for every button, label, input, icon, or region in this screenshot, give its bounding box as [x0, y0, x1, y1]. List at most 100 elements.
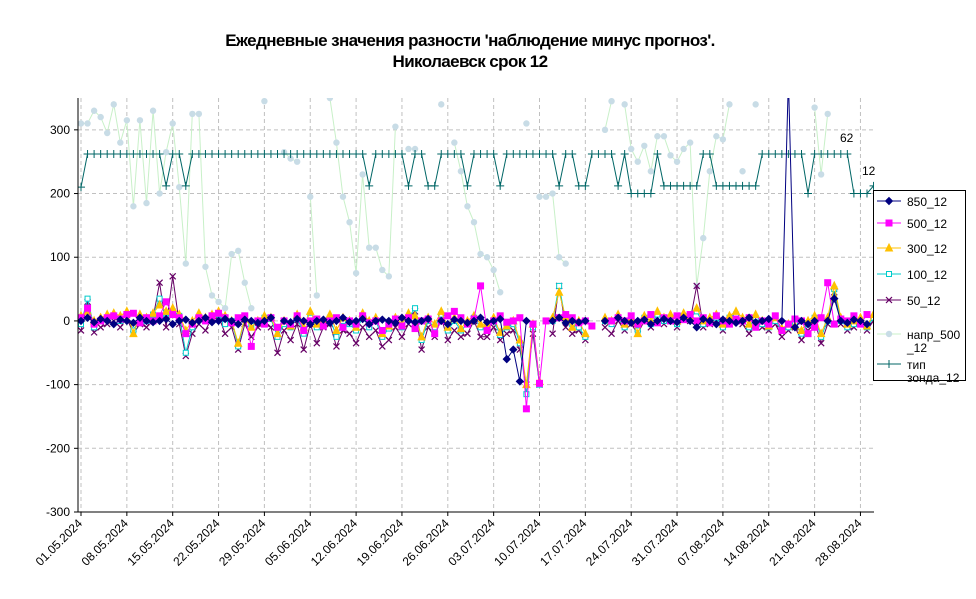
data-point	[84, 295, 91, 302]
data-point	[352, 269, 360, 277]
data-point	[529, 320, 537, 328]
data-point	[633, 316, 642, 326]
legend-symbol	[877, 296, 901, 304]
data-point	[194, 316, 204, 326]
legend-symbol	[877, 196, 901, 206]
x-tick-label: 28.08.2024	[812, 516, 865, 569]
data-point	[364, 319, 374, 329]
data-point	[247, 316, 256, 326]
data-point	[456, 150, 465, 159]
data-point	[116, 323, 124, 331]
data-point	[391, 318, 400, 328]
data-point	[155, 150, 164, 159]
data-point	[633, 328, 643, 338]
data-point	[862, 319, 872, 329]
x-tick-label: 31.07.2024	[629, 516, 682, 569]
data-point	[260, 316, 269, 326]
data-point	[798, 336, 805, 344]
data-point	[646, 189, 655, 198]
data-point	[502, 354, 511, 364]
legend-label: напр_500 _12	[907, 328, 961, 355]
data-point	[608, 330, 615, 338]
data-point	[705, 150, 714, 159]
chart-title-line2: Николаевск срок 12	[392, 52, 549, 71]
x-tick-label: 05.06.2024	[262, 516, 315, 569]
data-point	[477, 282, 485, 290]
data-point	[214, 316, 223, 326]
data-point	[588, 322, 596, 330]
data-point	[161, 314, 171, 324]
y-tick-label: -100	[46, 378, 70, 392]
data-point	[450, 327, 458, 334]
data-point	[339, 323, 347, 331]
series-layer	[78, 98, 874, 413]
data-point	[679, 313, 688, 322]
data-point	[777, 316, 787, 326]
data-point	[548, 316, 557, 326]
data-point	[418, 346, 426, 354]
data-point	[608, 98, 615, 105]
data-point	[712, 319, 721, 329]
legend-marker	[885, 330, 893, 338]
data-point	[601, 323, 609, 331]
data-point	[97, 113, 104, 121]
data-point	[476, 318, 485, 328]
data-point	[110, 101, 117, 108]
data-point	[89, 317, 99, 327]
data-point	[463, 181, 472, 190]
legend-marker	[884, 196, 894, 206]
data-point	[97, 323, 105, 331]
data-point	[628, 145, 635, 153]
data-point	[122, 316, 132, 326]
x-tick-label: 21.08.2024	[766, 516, 819, 569]
data-point	[202, 263, 209, 270]
data-point	[817, 314, 825, 322]
data-point	[136, 117, 144, 124]
x-axis-ticks: 01.05.202408.05.202415.05.202422.05.2024…	[33, 512, 865, 569]
data-point	[647, 311, 655, 319]
y-tick-label: -200	[46, 441, 70, 455]
data-point	[156, 190, 163, 197]
data-point	[404, 181, 413, 190]
data-point	[666, 316, 675, 326]
data-point	[456, 323, 466, 333]
data-point	[849, 315, 859, 324]
data-point	[312, 316, 322, 326]
data-point	[397, 313, 407, 322]
data-point	[739, 168, 746, 175]
data-point	[228, 250, 235, 258]
data-point	[608, 317, 616, 325]
x-tick-label: 19.06.2024	[354, 516, 407, 569]
data-point	[444, 312, 452, 320]
data-point	[554, 313, 564, 322]
legend-item: 500_12	[874, 216, 967, 236]
data-point	[457, 333, 465, 341]
data-point	[620, 150, 629, 159]
legend: 850_12 500_12 300_12 100_12 50_12 напр_500 _1…	[873, 190, 967, 385]
data-point	[816, 328, 826, 338]
data-point	[483, 333, 491, 341]
data-point	[366, 244, 373, 251]
data-point	[207, 317, 217, 327]
data-point	[626, 318, 636, 328]
data-point	[313, 339, 321, 347]
data-point	[411, 325, 419, 333]
data-point	[581, 328, 590, 338]
series-line	[604, 101, 612, 130]
legend-item: напр_500 _12	[874, 327, 967, 355]
data-point	[397, 150, 406, 159]
data-point	[503, 318, 511, 326]
data-point	[804, 189, 813, 198]
data-point	[548, 150, 557, 159]
data-point	[346, 330, 353, 338]
data-point	[680, 145, 687, 153]
data-point	[240, 315, 249, 324]
data-point	[155, 316, 164, 326]
data-point	[653, 306, 662, 315]
data-point	[438, 101, 445, 108]
legend-marker	[885, 219, 893, 227]
data-point	[646, 319, 656, 329]
data-point	[863, 189, 871, 198]
data-point	[161, 306, 171, 315]
data-point	[555, 181, 564, 190]
